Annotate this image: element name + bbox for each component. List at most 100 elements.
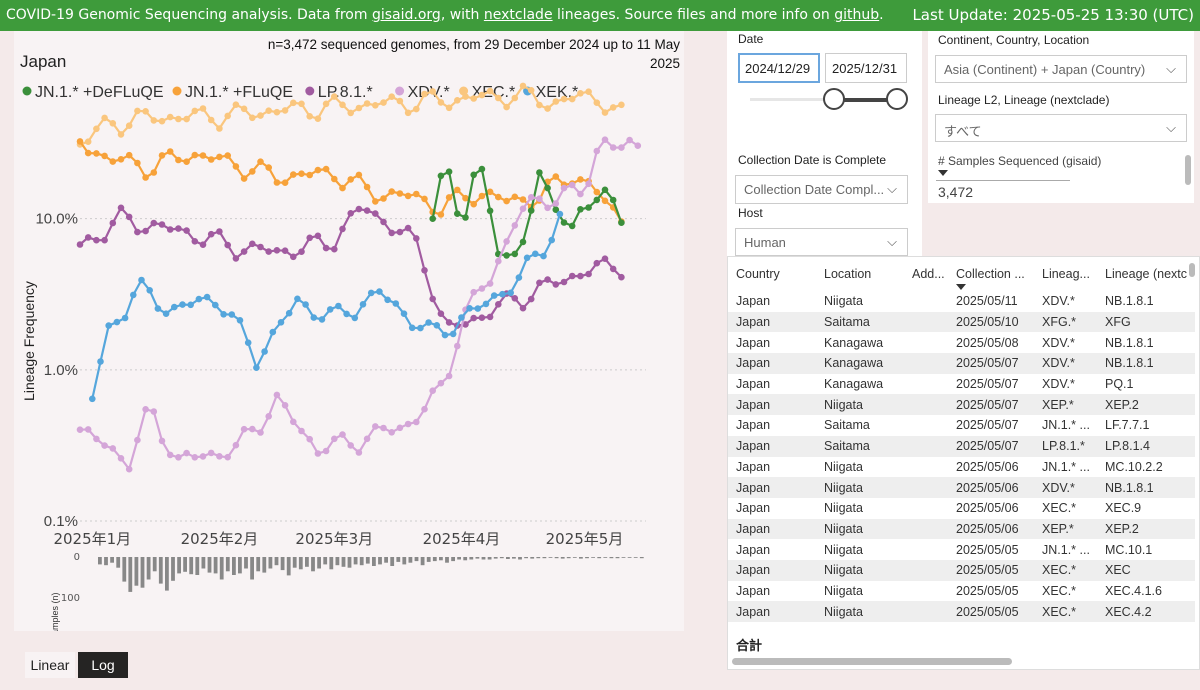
data-point[interactable]	[601, 109, 609, 116]
data-point[interactable]	[175, 454, 182, 461]
data-point[interactable]	[355, 104, 363, 112]
data-point[interactable]	[290, 99, 297, 107]
data-point[interactable]	[585, 270, 592, 278]
data-point[interactable]	[281, 247, 289, 254]
data-point[interactable]	[380, 424, 387, 432]
table-row[interactable]: Japan Kanagawa 2025/05/08 XDV.* NB.1.8.1	[728, 332, 1195, 353]
data-point[interactable]	[462, 194, 469, 202]
data-point[interactable]	[191, 107, 199, 115]
data-point[interactable]	[577, 176, 584, 183]
data-point[interactable]	[560, 95, 568, 103]
data-point[interactable]	[166, 113, 174, 121]
data-point[interactable]	[417, 324, 424, 332]
data-point[interactable]	[523, 254, 531, 262]
data-point[interactable]	[273, 179, 281, 186]
data-point[interactable]	[359, 301, 367, 308]
data-point[interactable]	[593, 188, 601, 196]
data-point[interactable]	[585, 88, 592, 95]
date-end-input[interactable]: 2025/12/31	[825, 53, 907, 83]
log-scale-button[interactable]: Log	[78, 652, 128, 678]
data-point[interactable]	[285, 309, 293, 317]
card-scrollbar[interactable]	[1185, 155, 1191, 185]
data-point[interactable]	[290, 253, 297, 261]
data-point[interactable]	[437, 211, 445, 218]
data-point[interactable]	[294, 295, 301, 303]
data-point[interactable]	[363, 100, 371, 107]
data-point[interactable]	[527, 295, 535, 303]
data-point[interactable]	[441, 331, 449, 339]
data-point[interactable]	[314, 115, 322, 122]
data-point[interactable]	[601, 197, 609, 205]
data-point[interactable]	[158, 152, 166, 159]
legend-label[interactable]: XEK.*	[536, 84, 579, 101]
data-point[interactable]	[224, 112, 231, 120]
linear-scale-button[interactable]: Linear	[25, 652, 75, 678]
github-link[interactable]: github	[834, 7, 880, 23]
data-point[interactable]	[568, 272, 576, 280]
data-point[interactable]	[212, 301, 219, 309]
data-point[interactable]	[331, 175, 338, 183]
table-row[interactable]: Japan Saitama 2025/05/10 XFG.* XFG	[728, 311, 1195, 333]
data-point[interactable]	[499, 290, 506, 298]
data-point[interactable]	[109, 158, 117, 165]
data-point[interactable]	[577, 272, 584, 280]
data-point[interactable]	[618, 144, 625, 151]
data-point[interactable]	[593, 259, 601, 267]
table-row[interactable]: Japan Kanagawa 2025/05/07 XDV.* PQ.1	[728, 374, 1195, 395]
data-point[interactable]	[199, 105, 207, 112]
data-point[interactable]	[93, 435, 100, 443]
data-point[interactable]	[117, 455, 125, 462]
data-point[interactable]	[609, 265, 617, 273]
data-point[interactable]	[486, 188, 494, 196]
data-point[interactable]	[101, 114, 108, 122]
data-point[interactable]	[134, 107, 141, 115]
data-point[interactable]	[351, 314, 359, 322]
data-point[interactable]	[117, 131, 125, 138]
data-point[interactable]	[339, 225, 346, 233]
data-point[interactable]	[429, 387, 437, 395]
data-point[interactable]	[511, 295, 519, 302]
data-point[interactable]	[322, 165, 330, 173]
sort-desc-icon[interactable]	[938, 170, 948, 176]
data-point[interactable]	[89, 395, 96, 403]
table-vertical-scrollbar[interactable]	[1189, 263, 1195, 277]
data-point[interactable]	[396, 97, 404, 105]
data-point[interactable]	[437, 379, 445, 387]
data-point[interactable]	[482, 300, 490, 308]
col-header-address[interactable]: Add...	[912, 267, 945, 281]
data-point[interactable]	[470, 171, 478, 179]
data-point[interactable]	[478, 91, 486, 99]
data-point[interactable]	[183, 158, 190, 165]
data-point[interactable]	[84, 138, 92, 145]
data-point[interactable]	[544, 184, 551, 192]
data-point[interactable]	[437, 310, 445, 318]
date-start-input[interactable]: 2024/12/29	[738, 53, 820, 83]
data-point[interactable]	[203, 293, 211, 301]
data-point[interactable]	[413, 235, 420, 242]
data-point[interactable]	[331, 245, 338, 253]
data-point[interactable]	[474, 305, 482, 312]
table-row[interactable]: Japan Niigata 2025/05/06 XDV.* NB.1.8.1	[728, 477, 1195, 498]
data-point[interactable]	[322, 100, 330, 108]
data-point[interactable]	[97, 358, 104, 365]
data-point[interactable]	[125, 151, 133, 159]
data-point[interactable]	[277, 319, 285, 326]
data-point[interactable]	[93, 150, 100, 157]
data-point[interactable]	[552, 281, 560, 288]
data-point[interactable]	[216, 125, 223, 132]
data-point[interactable]	[331, 435, 338, 443]
legend-marker[interactable]	[305, 86, 315, 96]
data-point[interactable]	[495, 301, 502, 308]
data-point[interactable]	[183, 227, 190, 234]
data-point[interactable]	[388, 229, 396, 237]
data-point[interactable]	[404, 224, 412, 232]
data-point[interactable]	[142, 108, 149, 115]
data-point[interactable]	[601, 136, 609, 143]
table-horizontal-scrollbar[interactable]	[732, 658, 1012, 665]
data-point[interactable]	[158, 221, 166, 228]
data-point[interactable]	[166, 226, 174, 233]
complete-filter-dropdown[interactable]: Collection Date Compl... ⌵	[735, 175, 908, 204]
data-point[interactable]	[84, 234, 92, 241]
data-point[interactable]	[421, 267, 428, 274]
data-point[interactable]	[326, 306, 334, 313]
